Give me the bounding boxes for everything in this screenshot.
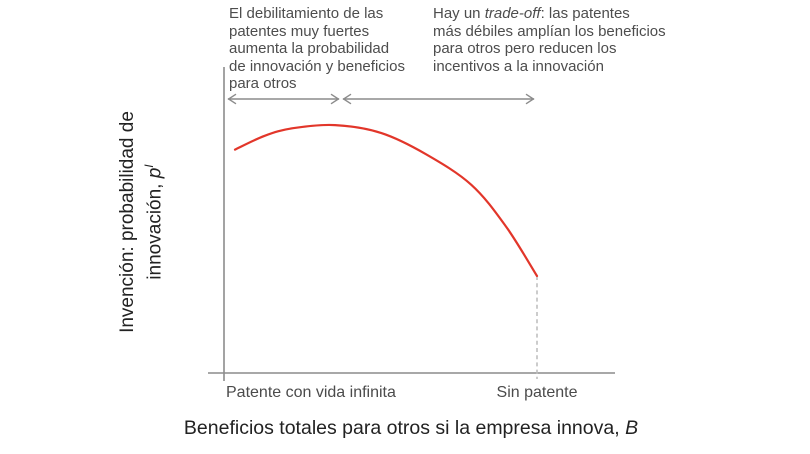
range-arrow-left-icon [227,93,340,105]
y-axis-title-line2: innovación, pI [141,164,165,280]
x-axis-title: Beneficios totales para otros si la empr… [183,417,639,439]
range-arrow-right-icon [342,93,535,105]
annotation-tradeoff-italic: trade-off [484,5,541,22]
annotation-tradeoff-post: : las patentes [540,5,630,22]
annotation-tradeoff: Hay un trade-off: las patentes más débil… [433,5,703,75]
x-tick-infinite-patent: Patente con vida infinita [226,384,396,401]
annotation-tradeoff-pre: Hay un [433,5,485,22]
annotation-tradeoff-rest: más débiles amplían los beneficios para … [433,22,666,75]
innovation-probability-curve [233,123,539,278]
y-axis-title-line1: Invención: probabilidad de [117,111,138,333]
y-axis-title: Invención: probabilidad de innovación, p… [117,97,165,347]
x-tick-no-patent: Sin patente [496,384,578,401]
annotation-weak-patents: El debilitamiento de las patentes muy fu… [229,5,405,93]
